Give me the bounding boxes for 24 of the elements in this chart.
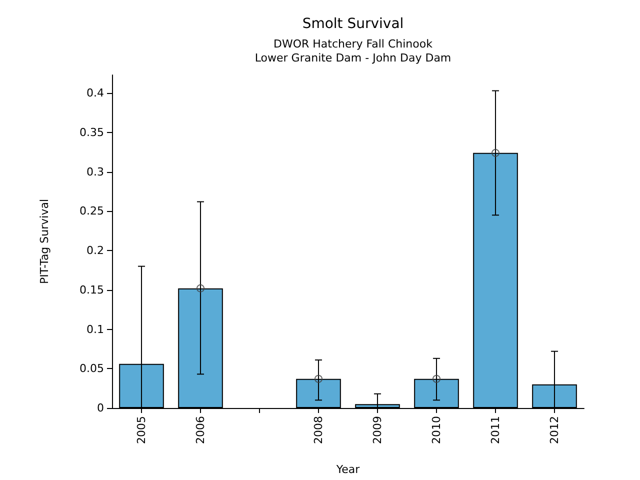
x-tick-label: 2012 xyxy=(548,416,561,444)
x-tick-label: 2006 xyxy=(194,416,207,444)
x-axis-title: Year xyxy=(335,463,360,476)
y-tick-label: 0.4 xyxy=(86,86,104,100)
x-tick-label: 2011 xyxy=(489,416,502,444)
y-tick-label: 0.25 xyxy=(80,204,104,218)
y-tick-label: 0.1 xyxy=(86,322,104,336)
x-tick-label: 2010 xyxy=(430,416,443,444)
y-tick-label: 0.2 xyxy=(86,244,104,258)
point xyxy=(492,148,500,157)
x-tick-label: 2009 xyxy=(371,416,384,444)
point xyxy=(196,284,204,292)
y-tick-label: 0.3 xyxy=(86,165,104,178)
chart-title: Smolt Survival xyxy=(302,16,404,32)
x-tick-label: 2005 xyxy=(135,416,148,444)
point xyxy=(314,374,322,383)
y-axis-title: PIT-Tag Survival xyxy=(38,198,51,284)
y-tick-label: 0.05 xyxy=(80,362,104,376)
y-tick-label: 0.35 xyxy=(80,126,104,139)
point xyxy=(432,374,440,383)
y-tick-label: 0 xyxy=(97,402,104,414)
y-tick-label: 0.15 xyxy=(80,283,104,296)
x-tick-label: 2008 xyxy=(312,416,325,444)
chart-subtitle: DWOR Hatchery Fall Chinook Lower Granite Dam - John Day Dam xyxy=(254,38,452,64)
